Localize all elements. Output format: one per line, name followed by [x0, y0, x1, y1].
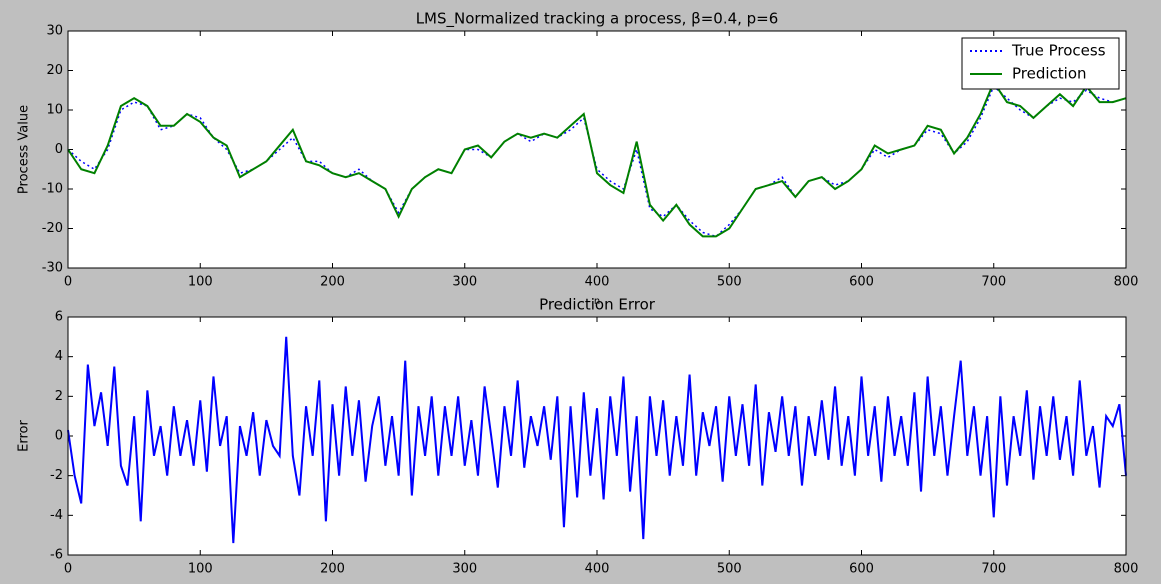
legend-box	[961, 37, 1120, 90]
y-tick-label: 4	[55, 349, 63, 364]
y-tick-label: 10	[46, 103, 63, 118]
x-tick-label: 500	[717, 562, 742, 577]
plot-frame	[67, 30, 1127, 269]
x-tick-label: 100	[188, 562, 213, 577]
y-tick-label: -20	[42, 221, 63, 236]
y-tick-label: -6	[50, 548, 63, 563]
x-tick-label: 700	[981, 275, 1006, 290]
y-tick-label: -2	[50, 468, 63, 483]
data-line	[67, 80, 1127, 238]
x-tick-label: 0	[64, 275, 72, 290]
x-tick-label: 800	[1114, 275, 1139, 290]
y-tick-label: 6	[55, 310, 63, 325]
x-tick-label: 400	[585, 562, 610, 577]
x-tick-label: 100	[188, 275, 213, 290]
plot-frame	[67, 316, 1127, 556]
y-tick-label: 20	[46, 63, 63, 78]
legend-label: True Process	[1011, 42, 1106, 60]
y-tick-label: -4	[50, 508, 63, 523]
x-tick-label: 0	[64, 562, 72, 577]
data-line	[67, 336, 1127, 544]
y-tick-label: -30	[42, 261, 63, 276]
y-axis-label: Process Value	[17, 105, 32, 194]
x-tick-label: 200	[320, 275, 345, 290]
plot-area	[68, 31, 1126, 268]
y-tick-label: 2	[55, 389, 63, 404]
y-tick-label: 30	[46, 24, 63, 39]
y-axis-label: Error	[17, 420, 32, 452]
x-tick-label: 600	[849, 275, 874, 290]
x-tick-label: 200	[320, 562, 345, 577]
x-tick-label: 400	[585, 275, 610, 290]
x-axis-label: n	[594, 296, 600, 307]
y-tick-label: 0	[55, 429, 63, 444]
x-tick-label: 500	[717, 275, 742, 290]
chart-title: Prediction Error	[539, 296, 656, 314]
plot-area	[68, 317, 1126, 555]
x-tick-label: 700	[981, 562, 1006, 577]
x-tick-label: 300	[452, 562, 477, 577]
chart-title: LMS_Normalized tracking a process, β=0.4…	[416, 10, 779, 29]
y-tick-label: -10	[42, 182, 63, 197]
legend-label: Prediction	[1012, 65, 1087, 83]
x-tick-label: 300	[452, 275, 477, 290]
x-tick-label: 600	[849, 562, 874, 577]
y-tick-label: 0	[55, 142, 63, 157]
x-tick-label: 800	[1114, 562, 1139, 577]
